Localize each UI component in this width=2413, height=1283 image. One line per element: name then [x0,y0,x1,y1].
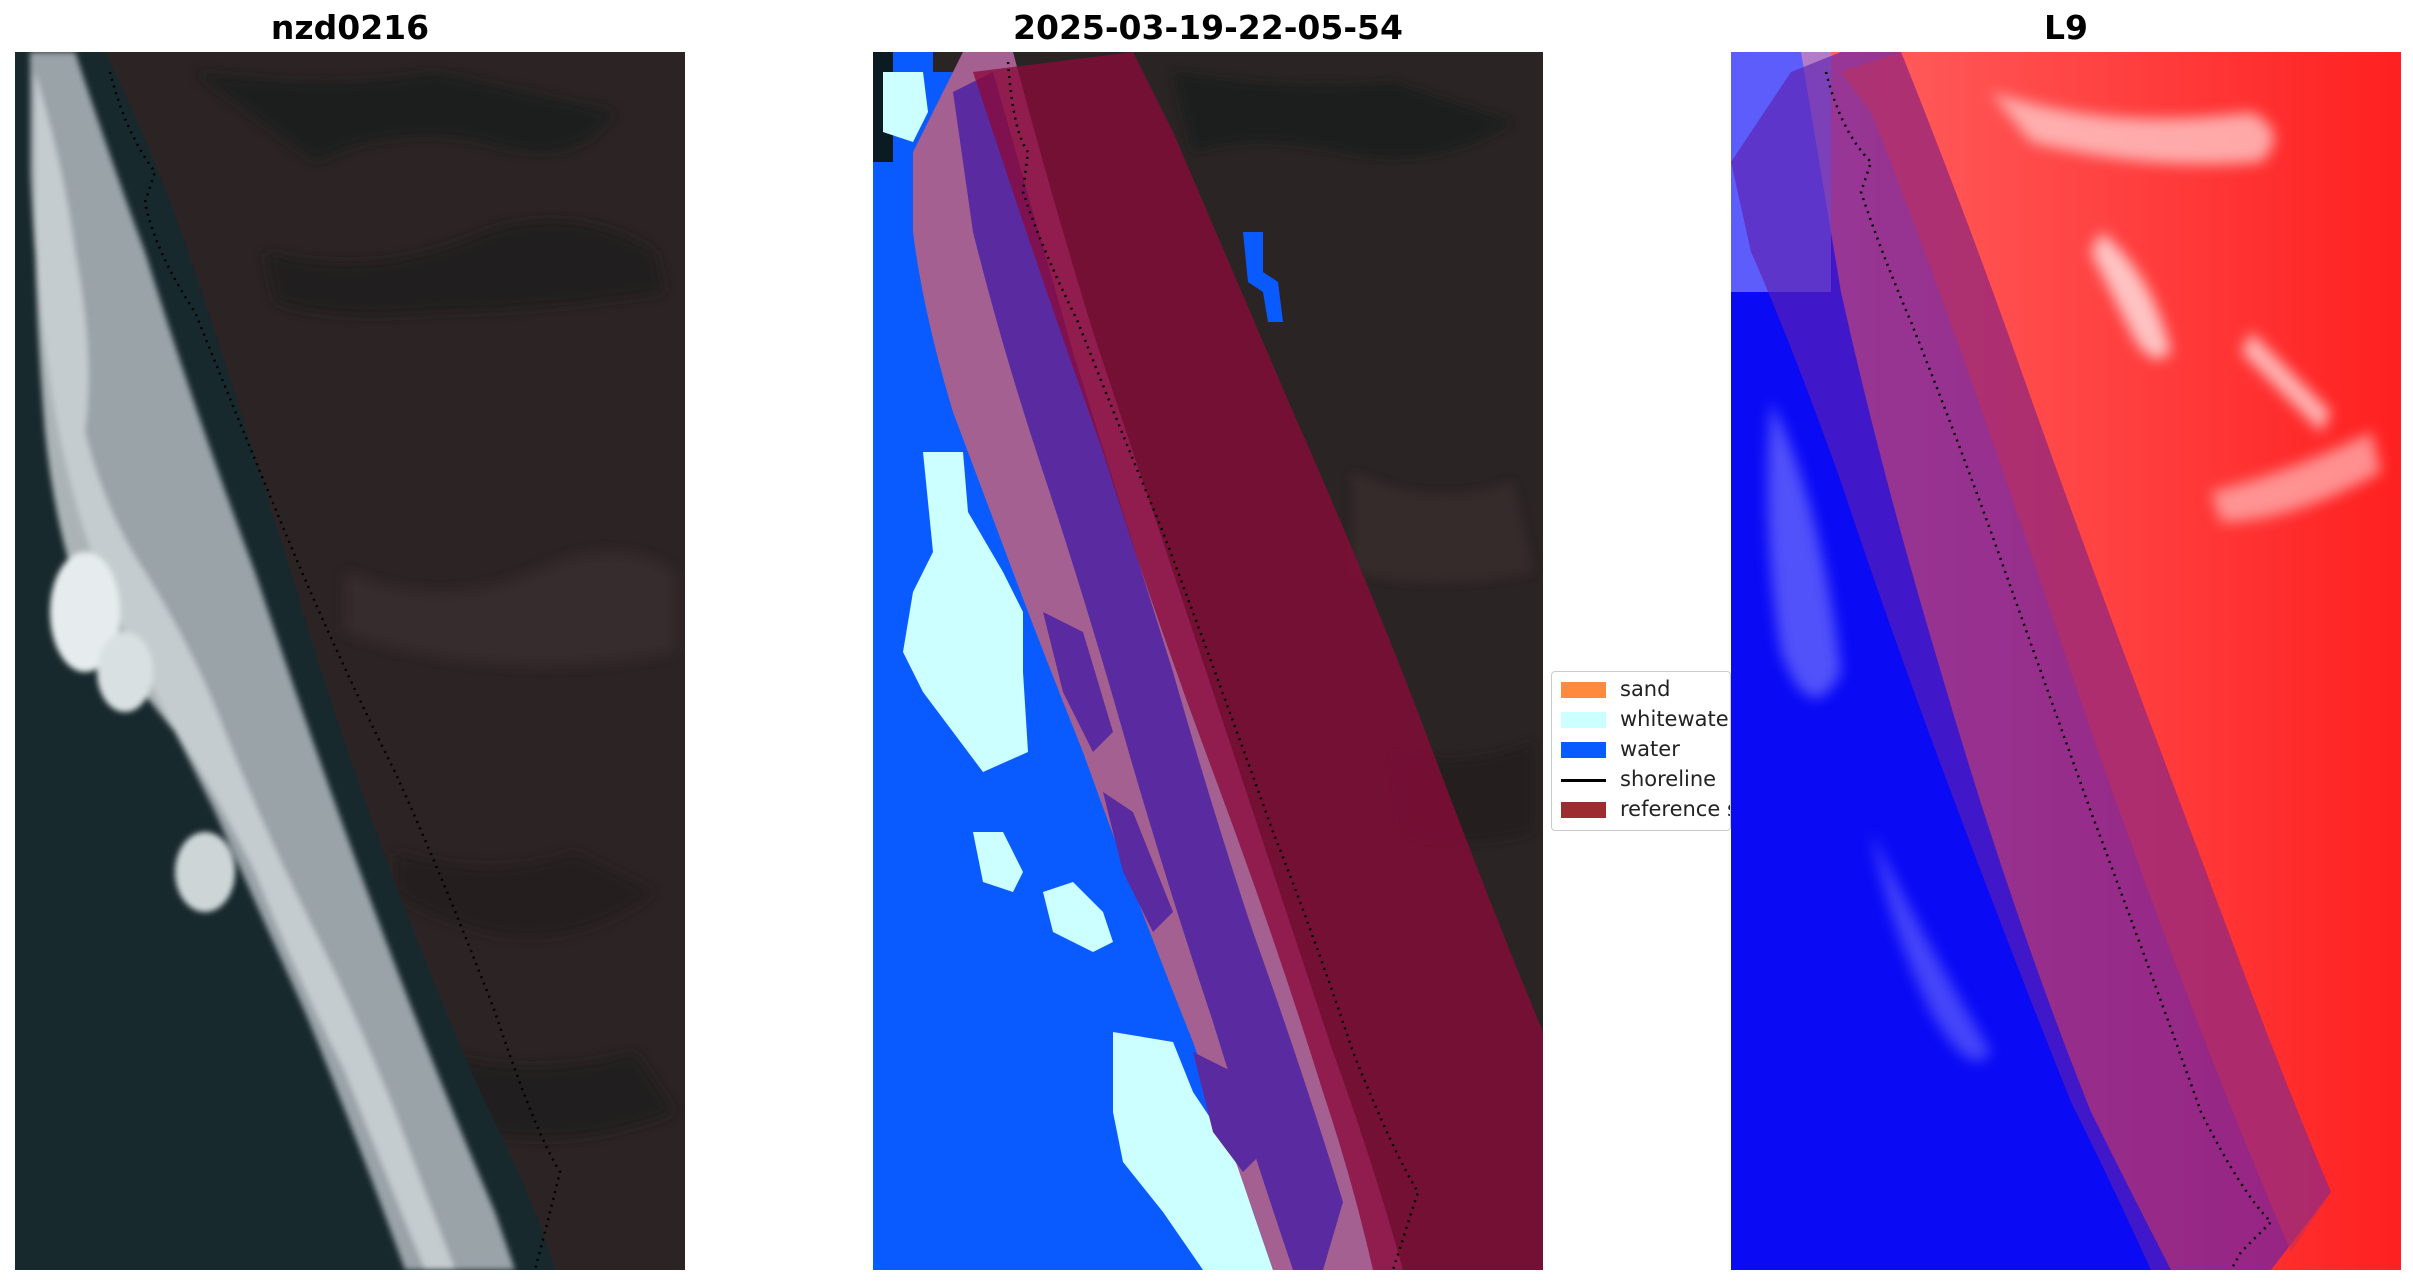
legend-item-reference-buffer: reference shoreline buffer [1552,794,1730,824]
legend-swatch-whitewater [1561,712,1606,728]
panel-title-rgb: nzd0216 [270,8,430,47]
classified-image-panel [873,52,1543,1270]
shoreline-line [1824,71,2273,1270]
legend: sand whitewater water shoreline referenc… [1551,671,1731,831]
panel-title-classified: 2025-03-19-22-05-54 [1013,8,1403,47]
legend-item-water: water [1552,734,1730,764]
rgb-image-panel [15,52,685,1270]
legend-swatch-sand [1561,682,1606,698]
index-map [1731,52,2401,1270]
legend-line-shoreline [1561,779,1606,782]
legend-label-shoreline: shoreline [1620,767,1717,791]
legend-item-whitewater: whitewater [1552,704,1731,734]
panel-title-index: L9 [2044,8,2088,47]
legend-swatch-reference-buffer [1561,802,1606,818]
index-image-panel [1731,52,2401,1270]
legend-label-water: water [1620,737,1680,761]
legend-label-sand: sand [1620,677,1671,701]
classification-map [873,52,1543,1270]
legend-label-whitewater: whitewater [1620,707,1731,731]
legend-item-shoreline: shoreline [1552,764,1730,794]
reference-buffer [973,52,1543,1270]
whitewater-class [883,72,1273,1270]
dark-class-zones [953,72,1343,1270]
legend-label-reference-buffer: reference shoreline buffer [1620,797,1730,821]
legend-item-sand: sand [1552,674,1730,704]
rgb-satellite-image [15,52,685,1270]
legend-swatch-water [1561,742,1606,758]
